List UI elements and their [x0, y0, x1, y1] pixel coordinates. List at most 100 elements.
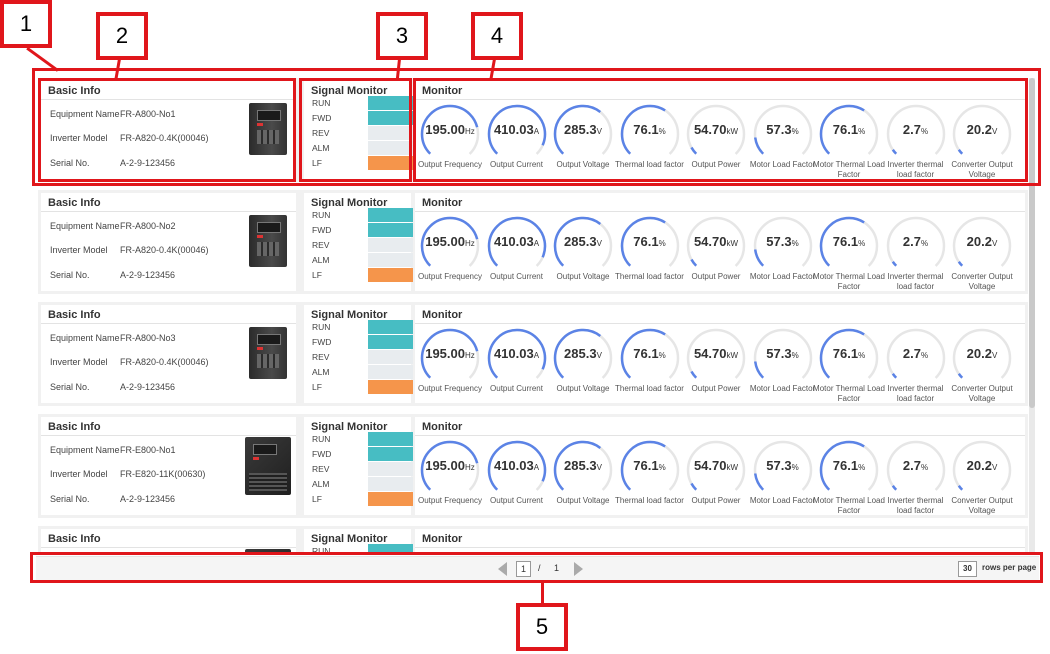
divider	[415, 323, 1025, 324]
serial-no-label: Serial No.	[50, 382, 90, 392]
signal-indicator	[368, 462, 413, 476]
gauge-label: Output Voltage	[556, 384, 610, 393]
gauge-value: 285.3	[564, 234, 597, 249]
signal-label: REV	[312, 240, 330, 250]
gauge-unit: Hz	[464, 127, 475, 136]
divider	[415, 435, 1025, 436]
signal-row: ALM	[312, 141, 413, 155]
gauge: 76.1% Motor Thermal Load Factor	[813, 103, 885, 179]
signal-label: REV	[312, 128, 330, 138]
gauge-value-arc	[886, 328, 945, 387]
inverter-model-label: Inverter Model	[50, 245, 108, 255]
signal-indicator	[368, 365, 413, 379]
gauge-value-arc	[686, 552, 746, 553]
gauge-track	[952, 552, 1012, 553]
gauge-value: 195.00	[425, 122, 465, 137]
gauge: 76.1% Thermal load factor	[615, 103, 684, 179]
gauge-unit: V	[596, 463, 602, 472]
gauge-value-arc	[886, 440, 945, 499]
list-scrollbar[interactable]	[1029, 78, 1035, 553]
gauge-dial	[420, 440, 480, 499]
gauge-reading: 54.70kW	[684, 346, 748, 361]
gauge-value-arc	[487, 328, 546, 387]
gauge: 285.3V Output Voltage	[551, 439, 615, 515]
gauge-dial	[753, 328, 812, 387]
gauge-value: 195.00	[425, 458, 465, 473]
signal-indicator	[368, 380, 413, 394]
monitor-title: Monitor	[422, 533, 463, 545]
current-page-input[interactable]: 1	[516, 561, 531, 577]
gauge-value-arc	[819, 216, 879, 275]
gauge-value: 76.1	[832, 458, 859, 473]
rows-per-page-select[interactable]: 30	[958, 561, 977, 577]
monitor-title: Monitor	[422, 421, 463, 433]
leader-line-1	[26, 47, 59, 72]
gauge-unit: kW	[726, 239, 739, 248]
gauge-value: 195.00	[425, 346, 465, 361]
signal-label: RUN	[312, 322, 331, 332]
gauge-value-arc	[420, 216, 480, 275]
inverter-row: Basic Info Equipment NameFR-A800-No3 Inv…	[38, 302, 1028, 406]
gauge: 2.7% Inverter thermal load factor	[884, 327, 948, 403]
gauge-dial	[686, 104, 746, 163]
gauge-value-arc	[886, 552, 945, 553]
gauge-value-arc	[952, 328, 1012, 387]
gauge: 76.1% Thermal load factor	[615, 327, 684, 403]
inverter-row: Basic Info Equipment NameFR-A800-No1 Inv…	[38, 78, 1028, 182]
signal-indicator	[368, 156, 413, 170]
signal-row: FWD	[312, 111, 413, 125]
gauge-dial	[753, 104, 812, 163]
signal-monitor-title: Signal Monitor	[311, 197, 388, 209]
inverter-model-row: Inverter Model FR-A820-0.4K(00046)	[50, 133, 209, 143]
divider	[415, 547, 1025, 548]
gauge-track	[819, 552, 879, 553]
gauge-value: 20.2	[966, 346, 992, 361]
gauge: 285.3V Output Voltage	[551, 551, 615, 553]
gauge-dial	[952, 216, 1012, 275]
gauge-dial	[420, 216, 480, 275]
gauge: 54.70kW Output Power	[684, 327, 748, 403]
gauge-reading: 285.3V	[551, 346, 615, 361]
gauge-unit: Hz	[464, 351, 475, 360]
inverter-row: Basic Info Equipment NameFR-E800-No2 Inv…	[38, 526, 1028, 553]
signal-row: FWD	[312, 335, 413, 349]
gauge-reading: 410.03A	[485, 458, 549, 473]
gauge-value: 57.3	[766, 234, 792, 249]
divider	[415, 211, 1025, 212]
gauge-unit: %	[791, 127, 799, 136]
gauge: 20.2V Converter Output Voltage	[950, 551, 1014, 553]
scrollbar-thumb[interactable]	[1029, 78, 1035, 408]
gauge: 76.1% Thermal load factor	[615, 439, 684, 515]
gauge-value-arc	[952, 440, 1012, 499]
gauge-value: 76.1	[832, 234, 859, 249]
signal-indicator	[368, 223, 413, 237]
monitor-title: Monitor	[422, 197, 463, 209]
gauge-value: 285.3	[564, 458, 597, 473]
signal-indicator	[368, 492, 413, 506]
gauge: 195.00Hz Output Frequency	[418, 103, 482, 179]
gauge-value-arc	[553, 216, 613, 275]
gauge: 20.2V Converter Output Voltage	[950, 439, 1014, 515]
gauge-value: 2.7	[902, 234, 921, 249]
gauge-reading: 20.2V	[950, 346, 1014, 361]
next-page-icon[interactable]	[574, 562, 583, 576]
gauge-unit: %	[920, 463, 929, 472]
gauge-value: 2.7	[902, 346, 921, 361]
gauge-unit: V	[991, 351, 998, 360]
gauge-value: 76.1	[633, 346, 659, 361]
monitor-list[interactable]: Basic Info Equipment NameFR-A800-No1 Inv…	[38, 78, 1028, 553]
serial-no-row: Serial No. A-2-9-123456	[50, 158, 175, 168]
gauge-reading: 76.1%	[817, 234, 881, 249]
device-keypad	[257, 130, 279, 144]
gauge-value-arc	[487, 552, 546, 553]
signal-indicator	[368, 238, 413, 252]
signal-monitor-title: Signal Monitor	[311, 533, 388, 545]
gauge-unit: Hz	[464, 239, 475, 248]
gauge: 76.1% Motor Thermal Load Factor	[813, 439, 885, 515]
gauge-unit: %	[658, 239, 666, 248]
gauge-dial	[886, 104, 945, 163]
previous-page-icon[interactable]	[498, 562, 507, 576]
equipment-name-label: Equipment Name	[50, 109, 120, 119]
inverter-device-image	[245, 549, 291, 553]
gauge-label: Inverter thermal load factor	[887, 496, 944, 515]
